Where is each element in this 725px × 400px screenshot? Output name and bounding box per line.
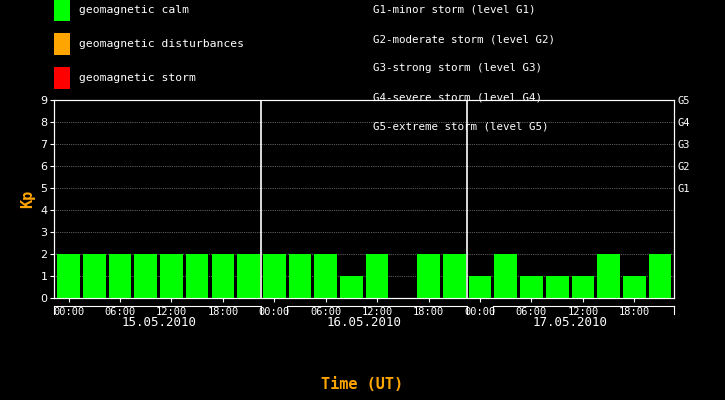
Text: 15.05.2010: 15.05.2010 [121, 316, 196, 328]
Text: G5-extreme storm (level G5): G5-extreme storm (level G5) [373, 122, 549, 132]
Text: 16.05.2010: 16.05.2010 [327, 316, 402, 328]
Bar [289, 254, 311, 298]
Bar [212, 254, 234, 298]
Bar [494, 254, 517, 298]
Bar [340, 276, 362, 298]
Text: G4-severe storm (level G4): G4-severe storm (level G4) [373, 93, 542, 103]
Bar [469, 276, 492, 298]
Bar [83, 254, 106, 298]
Text: G1-minor storm (level G1): G1-minor storm (level G1) [373, 5, 536, 15]
Bar [315, 254, 337, 298]
Bar [418, 254, 440, 298]
Bar [443, 254, 465, 298]
Text: Time (UT): Time (UT) [321, 377, 404, 392]
Bar [546, 276, 568, 298]
Bar [649, 254, 671, 298]
Text: geomagnetic calm: geomagnetic calm [79, 5, 189, 15]
Bar [237, 254, 260, 298]
Text: G3-strong storm (level G3): G3-strong storm (level G3) [373, 64, 542, 74]
Bar [57, 254, 80, 298]
Bar [186, 254, 209, 298]
Bar [571, 276, 594, 298]
Bar [263, 254, 286, 298]
Bar [366, 254, 389, 298]
Text: geomagnetic storm: geomagnetic storm [79, 73, 196, 83]
Text: 17.05.2010: 17.05.2010 [533, 316, 608, 328]
Y-axis label: Kp: Kp [20, 190, 35, 208]
Bar [623, 276, 646, 298]
Bar [109, 254, 131, 298]
Bar [520, 276, 543, 298]
Bar [597, 254, 620, 298]
Text: G2-moderate storm (level G2): G2-moderate storm (level G2) [373, 34, 555, 44]
Bar [134, 254, 157, 298]
Bar [160, 254, 183, 298]
Text: geomagnetic disturbances: geomagnetic disturbances [79, 39, 244, 49]
